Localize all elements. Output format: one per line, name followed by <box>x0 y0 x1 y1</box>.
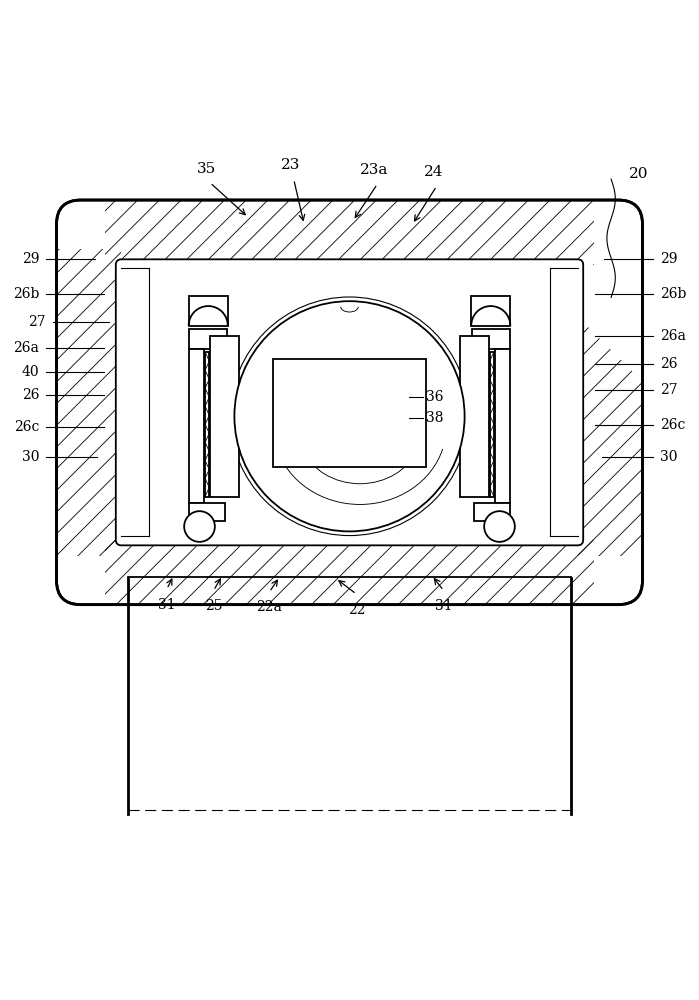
Text: 31: 31 <box>435 599 452 613</box>
Polygon shape <box>210 336 239 497</box>
Text: 27: 27 <box>660 383 677 397</box>
Text: 40: 40 <box>22 365 39 379</box>
Polygon shape <box>189 349 204 503</box>
FancyBboxPatch shape <box>116 259 583 545</box>
Text: 26b: 26b <box>13 287 39 301</box>
Text: 26a: 26a <box>660 329 686 343</box>
Text: 38: 38 <box>426 411 444 425</box>
Text: 26: 26 <box>660 357 677 371</box>
Text: 29: 29 <box>22 252 39 266</box>
Text: 20: 20 <box>628 167 648 181</box>
Text: 23a: 23a <box>360 163 388 177</box>
Polygon shape <box>273 359 426 467</box>
Polygon shape <box>490 352 494 497</box>
Polygon shape <box>189 503 225 521</box>
Text: 30: 30 <box>660 450 677 464</box>
Text: 26c: 26c <box>660 418 685 432</box>
Text: 26a: 26a <box>13 341 39 355</box>
Polygon shape <box>471 296 510 326</box>
Text: 24: 24 <box>424 165 443 179</box>
Text: 36: 36 <box>426 390 444 404</box>
Text: 35: 35 <box>197 162 216 176</box>
Text: 26b: 26b <box>660 287 686 301</box>
Text: 25: 25 <box>205 599 222 613</box>
Text: 31: 31 <box>158 598 175 612</box>
Text: 22a: 22a <box>257 600 282 614</box>
Polygon shape <box>472 329 510 349</box>
Circle shape <box>184 511 215 542</box>
Polygon shape <box>460 336 489 497</box>
Polygon shape <box>474 503 510 521</box>
Text: 29: 29 <box>660 252 677 266</box>
Polygon shape <box>189 296 228 326</box>
Text: 26: 26 <box>22 388 39 402</box>
Text: 26c: 26c <box>14 420 39 434</box>
Text: 22: 22 <box>347 603 365 617</box>
Polygon shape <box>189 329 227 349</box>
FancyBboxPatch shape <box>57 200 642 605</box>
Circle shape <box>234 301 465 531</box>
Text: 30: 30 <box>22 450 39 464</box>
Polygon shape <box>205 352 209 497</box>
Text: 27: 27 <box>29 315 46 329</box>
Circle shape <box>484 511 515 542</box>
Polygon shape <box>495 349 510 503</box>
Text: 23: 23 <box>280 158 300 172</box>
